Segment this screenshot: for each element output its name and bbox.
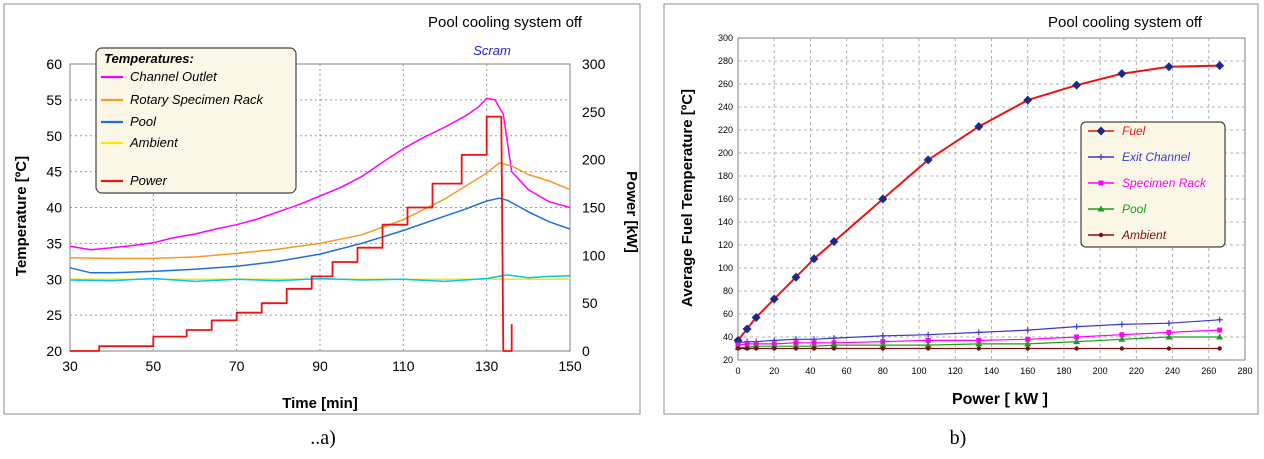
panel-a-legend: Temperatures: Channel Outlet Rotary Speci…	[96, 48, 296, 193]
y-tick-label: 55	[46, 92, 62, 108]
data-point-marker	[881, 346, 885, 350]
panel-b-annotation: Pool cooling system off	[1048, 14, 1203, 31]
y-tick-label: 25	[46, 307, 62, 323]
y-tick-label: 100	[718, 263, 733, 273]
x-tick-label: 220	[1129, 366, 1144, 376]
y2-tick-label: 100	[582, 247, 606, 263]
y-tick-label: 60	[46, 56, 62, 72]
y2-tick-label: 300	[582, 56, 606, 72]
y-tick-label: 180	[718, 171, 733, 181]
y-tick-label: 80	[723, 286, 733, 296]
x-tick-label: 100	[912, 366, 927, 376]
data-point-marker	[1120, 346, 1124, 350]
legend-label: Ambient	[129, 135, 179, 150]
y-tick-label: 20	[46, 343, 62, 359]
x-tick-label: 120	[948, 366, 963, 376]
y-tick-label: 40	[723, 332, 733, 342]
y-tick-label: 120	[718, 240, 733, 250]
panel-a-annotation: Pool cooling system off	[428, 14, 583, 31]
data-point-marker	[754, 346, 758, 350]
x-tick-label: 240	[1165, 366, 1180, 376]
y-tick-label: 35	[46, 235, 62, 251]
data-point-marker	[1217, 346, 1221, 350]
panel-b-ylabel: Average Fuel Temperature [ºC]	[679, 89, 696, 307]
y-tick-label: 40	[46, 200, 62, 216]
caption-b: b)	[950, 427, 967, 449]
y-tick-label: 200	[718, 148, 733, 158]
y-tick-label: 140	[718, 217, 733, 227]
data-point-marker	[926, 346, 930, 350]
y-tick-label: 240	[718, 102, 733, 112]
x-tick-label: 0	[735, 366, 740, 376]
x-tick-label: 20	[769, 366, 779, 376]
legend-label: Channel Outlet	[130, 69, 218, 84]
x-tick-label: 30	[62, 358, 78, 374]
x-tick-label: 90	[312, 358, 328, 374]
legend-label: Fuel	[1122, 124, 1146, 138]
data-point-marker	[1217, 328, 1222, 333]
y2-tick-label: 250	[582, 104, 606, 120]
legend-label: Power	[130, 173, 168, 188]
data-point-marker	[794, 346, 798, 350]
x-tick-label: 70	[229, 358, 245, 374]
legend-label: Exit Channel	[1122, 150, 1190, 164]
panel-b-xlabel: Power [ kW ]	[952, 391, 1048, 408]
y-tick-label: 50	[46, 128, 62, 144]
x-tick-label: 40	[805, 366, 815, 376]
x-tick-label: 160	[1020, 366, 1035, 376]
y-tick-label: 260	[718, 79, 733, 89]
x-tick-label: 280	[1237, 366, 1252, 376]
x-tick-label: 260	[1201, 366, 1216, 376]
y2-tick-label: 0	[582, 343, 590, 359]
y2-tick-label: 200	[582, 152, 606, 168]
x-tick-label: 180	[1056, 366, 1071, 376]
y-tick-label: 20	[723, 355, 733, 365]
data-point-marker	[1167, 346, 1171, 350]
legend-label: Ambient	[1121, 228, 1167, 242]
data-point-marker	[832, 346, 836, 350]
legend-label: Specimen Rack	[1122, 176, 1207, 190]
data-point-marker	[1099, 181, 1104, 186]
y-tick-label: 220	[718, 125, 733, 135]
x-tick-label: 150	[558, 358, 582, 374]
x-tick-label: 80	[878, 366, 888, 376]
y-tick-label: 60	[723, 309, 733, 319]
data-point-marker	[1026, 346, 1030, 350]
caption-a: ..a)	[310, 427, 336, 449]
y-tick-label: 280	[718, 56, 733, 66]
legend-label: Rotary Specimen Rack	[130, 92, 264, 107]
y2-tick-label: 150	[582, 200, 606, 216]
x-tick-label: 140	[984, 366, 999, 376]
x-tick-label: 60	[842, 366, 852, 376]
legend-title: Temperatures:	[104, 51, 194, 66]
y-tick-label: 30	[46, 271, 62, 287]
data-point-marker	[736, 346, 740, 350]
x-tick-label: 110	[392, 358, 415, 374]
x-tick-label: 130	[475, 358, 499, 374]
scram-label: Scram	[473, 43, 511, 58]
data-point-marker	[977, 346, 981, 350]
y2-tick-label: 50	[582, 295, 598, 311]
panel-a-xlabel: Time [min]	[282, 395, 358, 412]
data-point-marker	[812, 346, 816, 350]
data-point-marker	[745, 346, 749, 350]
y-tick-label: 160	[718, 194, 733, 204]
data-point-marker	[1074, 346, 1078, 350]
panel-a-ylabel: Temperature [ºC]	[13, 156, 30, 276]
data-point-marker	[1099, 233, 1103, 237]
panel-a-y2label: Power [kW]	[623, 171, 640, 253]
data-point-marker	[772, 346, 776, 350]
y-tick-label: 45	[46, 164, 62, 180]
x-tick-label: 50	[146, 358, 162, 374]
panel-b-legend: Fuel Exit Channel Specimen Rack Pool Ambient	[1081, 122, 1225, 247]
y-tick-label: 300	[718, 33, 733, 43]
x-tick-label: 200	[1093, 366, 1108, 376]
legend-label: Pool	[1122, 202, 1146, 216]
legend-label: Pool	[130, 114, 157, 129]
